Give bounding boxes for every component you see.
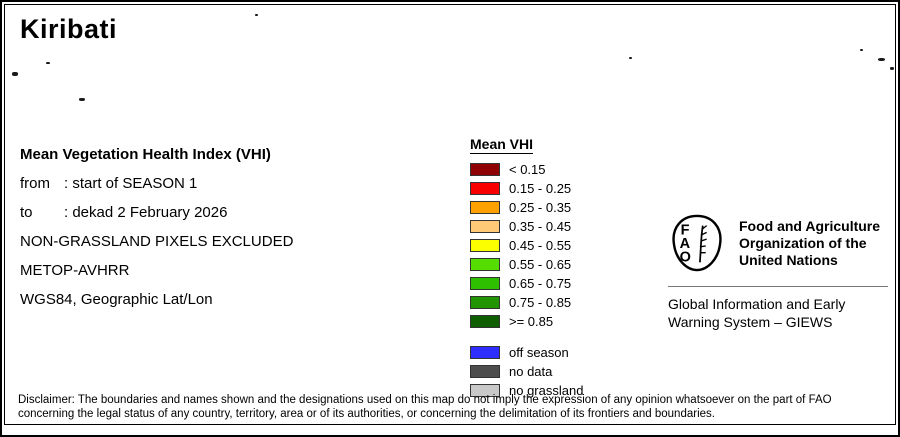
info-line: from: start of SEASON 1 <box>20 175 198 192</box>
legend-color-swatch <box>470 315 500 328</box>
legend-item: 0.65 - 0.75 <box>470 275 583 292</box>
giews-label: Global Information and Early Warning Sys… <box>668 296 846 330</box>
legend-label: 0.55 - 0.65 <box>509 257 572 272</box>
island-dot <box>46 62 50 64</box>
fao-separator <box>668 286 888 287</box>
legend-label: no grassland <box>509 383 584 398</box>
legend-item: off season <box>470 344 583 361</box>
legend-classes: < 0.15 0.15 - 0.25 0.25 - 0.35 0.35 - 0.45 0… <box>470 161 583 330</box>
legend-color-swatch <box>470 182 500 195</box>
legend-label: 0.35 - 0.45 <box>509 219 572 234</box>
legend-label: no data <box>509 364 553 379</box>
island-dot <box>79 98 85 101</box>
legend-label: >= 0.85 <box>509 314 554 329</box>
legend-color-swatch <box>470 365 500 378</box>
disclaimer-text: Disclaimer: The boundaries and names sho… <box>18 394 832 420</box>
legend-extras: off season no data no grassland <box>470 344 583 399</box>
legend: Mean VHI < 0.15 0.15 - 0.25 0.25 - 0.35 0.3… <box>470 136 583 401</box>
island-dot <box>255 14 258 16</box>
legend-item: no data <box>470 363 583 380</box>
legend-item: 0.45 - 0.55 <box>470 237 583 254</box>
info-line: to: dekad 2 February 2026 <box>20 204 228 221</box>
legend-color-swatch <box>470 220 500 233</box>
legend-color-swatch <box>470 296 500 309</box>
legend-label: 0.45 - 0.55 <box>509 238 572 253</box>
legend-label: 0.15 - 0.25 <box>509 181 572 196</box>
island-dot <box>878 58 885 61</box>
legend-label: 0.65 - 0.75 <box>509 276 572 291</box>
island-dot <box>890 67 894 70</box>
fao-org-name: Food and Agriculture Organization of the… <box>739 217 881 268</box>
map-info-block: Mean Vegetation Health Index (VHI) from: … <box>20 140 293 314</box>
legend-label: < 0.15 <box>509 162 546 177</box>
svg-text:F: F <box>681 222 690 238</box>
legend-color-swatch <box>470 277 500 290</box>
fao-block: F A O FIAT PANIS Food and Agriculture Or… <box>668 214 890 331</box>
legend-label: 0.25 - 0.35 <box>509 200 572 215</box>
legend-color-swatch <box>470 384 500 397</box>
page-title: Kiribati <box>20 14 118 44</box>
island-dot <box>629 57 632 59</box>
legend-item: 0.75 - 0.85 <box>470 294 583 311</box>
legend-color-swatch <box>470 201 500 214</box>
island-dot <box>860 49 863 51</box>
island-dot <box>12 72 18 76</box>
legend-item: 0.15 - 0.25 <box>470 180 583 197</box>
info-line: METOP-AVHRR <box>20 262 130 279</box>
legend-color-swatch <box>470 239 500 252</box>
legend-color-swatch <box>470 258 500 271</box>
info-line: NON-GRASSLAND PIXELS EXCLUDED <box>20 233 294 250</box>
legend-item: 0.35 - 0.45 <box>470 218 583 235</box>
legend-title: Mean VHI <box>470 136 534 154</box>
legend-item: < 0.15 <box>470 161 583 178</box>
svg-text:A: A <box>680 236 691 252</box>
legend-color-swatch <box>470 346 500 359</box>
svg-text:O: O <box>680 249 691 265</box>
fao-logo-icon: F A O FIAT PANIS <box>668 214 737 272</box>
info-line: Mean Vegetation Health Index (VHI) <box>20 146 271 163</box>
legend-item: >= 0.85 <box>470 313 583 330</box>
legend-item: 0.25 - 0.35 <box>470 199 583 216</box>
legend-label: 0.75 - 0.85 <box>509 295 572 310</box>
legend-item: 0.55 - 0.65 <box>470 256 583 273</box>
legend-color-swatch <box>470 163 500 176</box>
info-line: WGS84, Geographic Lat/Lon <box>20 291 213 308</box>
legend-label: off season <box>509 345 569 360</box>
legend-item: no grassland <box>470 382 583 399</box>
